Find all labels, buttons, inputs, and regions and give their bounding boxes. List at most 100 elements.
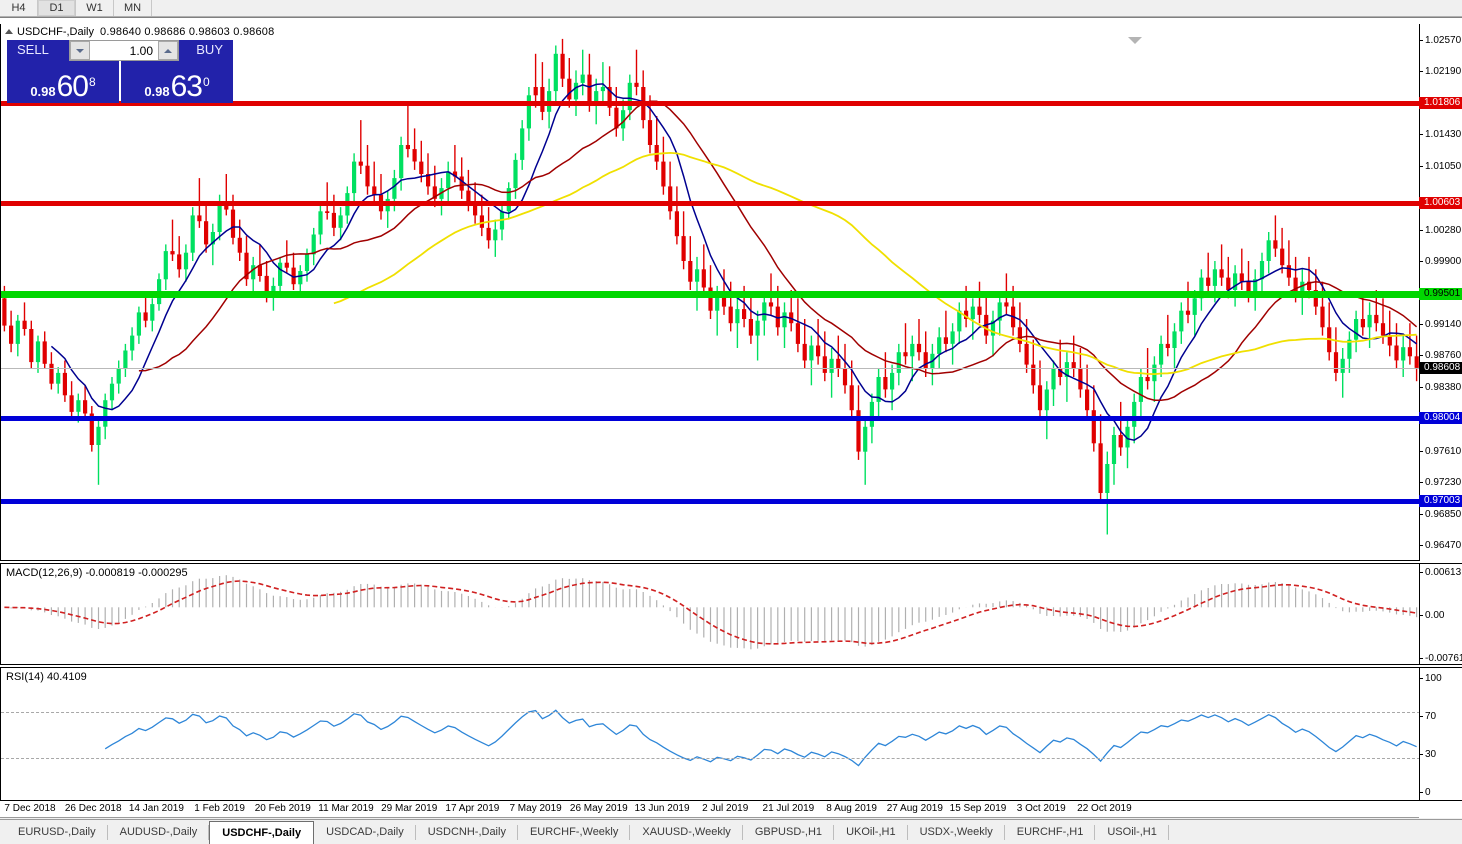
chart-tab-eurchf-h1[interactable]: EURCHF-,H1	[1005, 821, 1096, 844]
macd-scale-tick: 0.00613	[1420, 567, 1462, 578]
date-tick: 8 Aug 2019	[826, 803, 877, 814]
date-tick: 26 Dec 2018	[64, 803, 122, 814]
rsi-canvas	[104, 709, 1417, 767]
rsi-scale-tick: 30	[1420, 749, 1462, 760]
price-tick: 1.02570	[1420, 35, 1462, 46]
buy-price-fraction: 0	[203, 75, 210, 89]
price-tick: 1.01430	[1420, 129, 1462, 140]
timeframe-tab-mn[interactable]: MN	[114, 0, 152, 16]
sell-price-prefix: 0.98	[30, 84, 56, 99]
chevron-up-icon	[164, 48, 172, 53]
one-click-trading-panel[interactable]: SELL 0.98 60 8 BUY 0.98 63 0 1.00	[7, 40, 233, 103]
date-tick: 21 Jul 2019	[762, 803, 815, 814]
price-tick: 1.02190	[1420, 66, 1462, 77]
macd-pane[interactable]: MACD(12,26,9) -0.000819 -0.000295	[0, 563, 1419, 665]
rsi-scale: 100 70 30 0	[1419, 667, 1462, 801]
chart-tab-usdcad-daily[interactable]: USDCAD-,Daily	[314, 821, 416, 844]
chart-symbol-header: USDCHF-,Daily 0.98640 0.98686 0.98603 0.9…	[5, 26, 274, 38]
sell-price-big: 60	[56, 70, 89, 103]
timeframe-tab-w1[interactable]: W1	[76, 0, 114, 16]
volume-stepper[interactable]: 1.00	[69, 40, 179, 61]
volume-increase-button[interactable]	[158, 41, 178, 60]
price-highlight-blue: 0.98004	[1419, 412, 1462, 425]
price-tick: 0.96470	[1420, 540, 1462, 551]
resistance-line-1[interactable]	[1, 101, 1419, 107]
date-tick: 11 Mar 2019	[318, 803, 374, 814]
support-line-1[interactable]	[1, 416, 1419, 422]
volume-decrease-button[interactable]	[70, 41, 90, 60]
price-highlight-red: 1.01806	[1419, 97, 1462, 110]
support-line-2[interactable]	[1, 499, 1419, 505]
sell-price: 0.98 60 8	[7, 72, 119, 102]
candlestick-canvas	[2, 38, 1419, 535]
date-tick: 7 Dec 2018	[4, 803, 56, 814]
date-tick: 7 May 2019	[509, 803, 562, 814]
buy-price: 0.98 63 0	[121, 72, 233, 102]
price-tick: 0.99900	[1420, 256, 1462, 267]
chart-ohlc-values: 0.98640 0.98686 0.98603 0.98608	[100, 26, 275, 38]
resistance-line-2[interactable]	[1, 200, 1419, 206]
price-highlight-red: 1.00603	[1419, 196, 1462, 209]
price-highlight-green: 0.99501	[1419, 288, 1462, 301]
pivot-line[interactable]	[1, 291, 1419, 299]
price-chart-pane[interactable]	[0, 24, 1419, 561]
price-tick: 1.00280	[1420, 225, 1462, 236]
price-tick: 0.97610	[1420, 446, 1462, 457]
rsi-pane[interactable]: RSI(14) 40.4109	[0, 667, 1419, 801]
date-tick: 26 May 2019	[569, 803, 628, 814]
macd-canvas	[4, 575, 1418, 650]
chart-tab-eurchf-weekly[interactable]: EURCHF-,Weekly	[518, 821, 631, 844]
volume-input[interactable]: 1.00	[90, 41, 158, 60]
price-tick: 0.98380	[1420, 382, 1462, 393]
chart-tab-gbpusd-h1[interactable]: GBPUSD-,H1	[743, 821, 835, 844]
price-tick: 0.98760	[1420, 350, 1462, 361]
timeframe-tab-d1[interactable]: D1	[38, 0, 76, 16]
current-price-line	[1, 368, 1419, 370]
date-tick: 29 Mar 2019	[381, 803, 438, 814]
date-tick: 22 Oct 2019	[1077, 803, 1132, 814]
price-highlight-blue: 0.97003	[1419, 495, 1462, 508]
chart-tab-ukoil-h1[interactable]: UKOil-,H1	[834, 821, 908, 844]
rsi-level-70	[1, 712, 1419, 714]
sell-label: SELL	[17, 42, 49, 57]
date-tick: 3 Oct 2019	[1016, 803, 1066, 814]
chart-tab-usdcnh-daily[interactable]: USDCNH-,Daily	[416, 821, 519, 844]
rsi-scale-tick: 100	[1420, 673, 1462, 684]
chart-symbol-label: USDCHF-,Daily	[17, 26, 94, 38]
price-highlight-black: 0.98608	[1419, 362, 1462, 375]
macd-label: MACD(12,26,9) -0.000819 -0.000295	[6, 567, 188, 579]
date-axis[interactable]: 7 Dec 2018 26 Dec 2018 14 Jan 2019 1 Feb 20…	[0, 801, 1419, 818]
scroll-position-marker-icon	[1128, 37, 1142, 44]
collapse-triangle-icon[interactable]	[5, 29, 13, 34]
chart-tab-usdx-weekly[interactable]: USDX-,Weekly	[908, 821, 1005, 844]
chevron-down-icon	[76, 48, 84, 53]
chart-tab-usoil-h1[interactable]: USOil-,H1	[1095, 821, 1169, 844]
date-tick: 13 Jun 2019	[634, 803, 690, 814]
price-tick: 1.01050	[1420, 161, 1462, 172]
timeframe-toolbar: H4 D1 W1 MN	[0, 0, 1462, 17]
macd-scale-tick: -0.007612	[1420, 653, 1462, 664]
macd-scale: 0.00613 0.00 -0.007612	[1419, 563, 1462, 665]
price-tick: 0.99140	[1420, 319, 1462, 330]
rsi-level-30	[1, 757, 1419, 759]
date-tick: 27 Aug 2019	[886, 803, 943, 814]
date-tick: 17 Apr 2019	[445, 803, 500, 814]
toolbar-spacer	[152, 0, 1462, 16]
chart-tab-xauusd-weekly[interactable]: XAUUSD-,Weekly	[630, 821, 744, 844]
date-tick: 2 Jul 2019	[702, 803, 749, 814]
timeframe-tab-h4[interactable]: H4	[0, 0, 38, 16]
date-tick: 14 Jan 2019	[128, 803, 184, 814]
chart-tab-audusd-daily[interactable]: AUDUSD-,Daily	[108, 821, 210, 844]
chart-tab-eurusd-daily[interactable]: EURUSD-,Daily	[6, 821, 108, 844]
rsi-scale-tick: 0	[1420, 787, 1462, 798]
date-tick: 1 Feb 2019	[194, 803, 245, 814]
buy-price-big: 63	[170, 70, 203, 103]
macd-scale-tick: 0.00	[1420, 610, 1462, 621]
date-tick: 15 Sep 2019	[949, 803, 1007, 814]
buy-price-prefix: 0.98	[144, 84, 170, 99]
chart-tab-usdchf-daily[interactable]: USDCHF-,Daily	[209, 820, 315, 844]
rsi-scale-tick: 70	[1420, 711, 1462, 722]
date-tick: 20 Feb 2019	[254, 803, 311, 814]
rsi-label: RSI(14) 40.4109	[6, 671, 87, 683]
